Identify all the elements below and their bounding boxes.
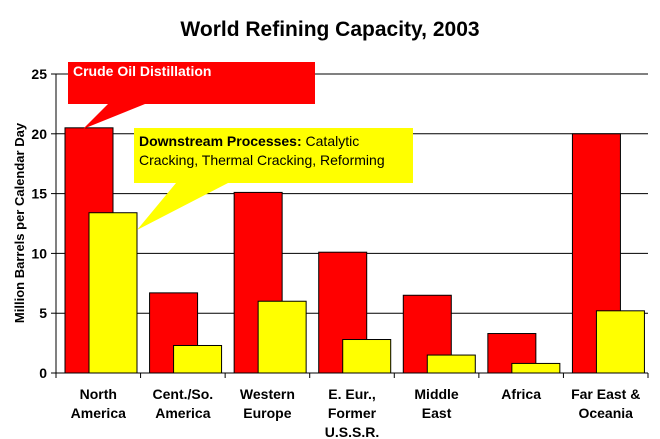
bar-downstream [173,344,223,374]
x-category-label: East [422,405,452,421]
bars [64,127,645,374]
x-category-label: Europe [243,405,291,421]
crude-callout-shape [68,62,315,129]
y-tick-label: 5 [39,305,47,321]
y-tick-label: 0 [39,365,47,381]
x-category-label: North [80,386,117,402]
downstream-callout-shape [134,128,413,230]
downstream-callout-text-line1: Downstream Processes: Catalytic [139,133,359,149]
bar-downstream [426,354,476,374]
y-tick-label: 25 [31,66,47,82]
bar-downstream [257,300,307,374]
bar-downstream [511,362,561,374]
x-category-labels: North America Cent./So. America Western Europ… [71,386,641,439]
x-category-label: Western [240,386,295,402]
x-category-label: Africa [501,386,541,402]
x-category-label: Far East & [571,386,640,402]
x-category-label: America [155,405,210,421]
y-tick-labels: 0 5 10 15 20 25 [31,66,47,381]
y-axis-label: Million Barrels per Calendar Day [12,122,27,323]
crude-callout: Crude Oil Distillation [68,62,315,129]
chart-title: World Refining Capacity, 2003 [180,18,479,41]
bar-downstream [342,339,392,374]
bar-downstream [88,212,138,374]
y-tick-label: 10 [31,245,47,261]
x-category-label: U.S.S.R. [325,424,379,439]
downstream-callout-bold: Downstream Processes: [139,133,302,149]
axes [51,73,649,378]
downstream-callout: Downstream Processes: Catalytic Cracking… [134,128,413,230]
x-category-label: Former [328,405,377,421]
y-tick-label: 20 [31,126,47,142]
x-category-label: Middle [414,386,459,402]
bar-downstream [595,310,645,374]
x-category-label: America [71,405,126,421]
downstream-callout-text-line2: Cracking, Thermal Cracking, Reforming [139,152,385,168]
x-category-label: Cent./So. [153,386,214,402]
y-tick-label: 15 [31,186,47,202]
downstream-callout-rest: Catalytic [302,133,360,149]
x-category-label: E. Eur., [328,386,375,402]
x-category-label: Oceania [578,405,633,421]
crude-callout-text: Crude Oil Distillation [73,63,211,79]
